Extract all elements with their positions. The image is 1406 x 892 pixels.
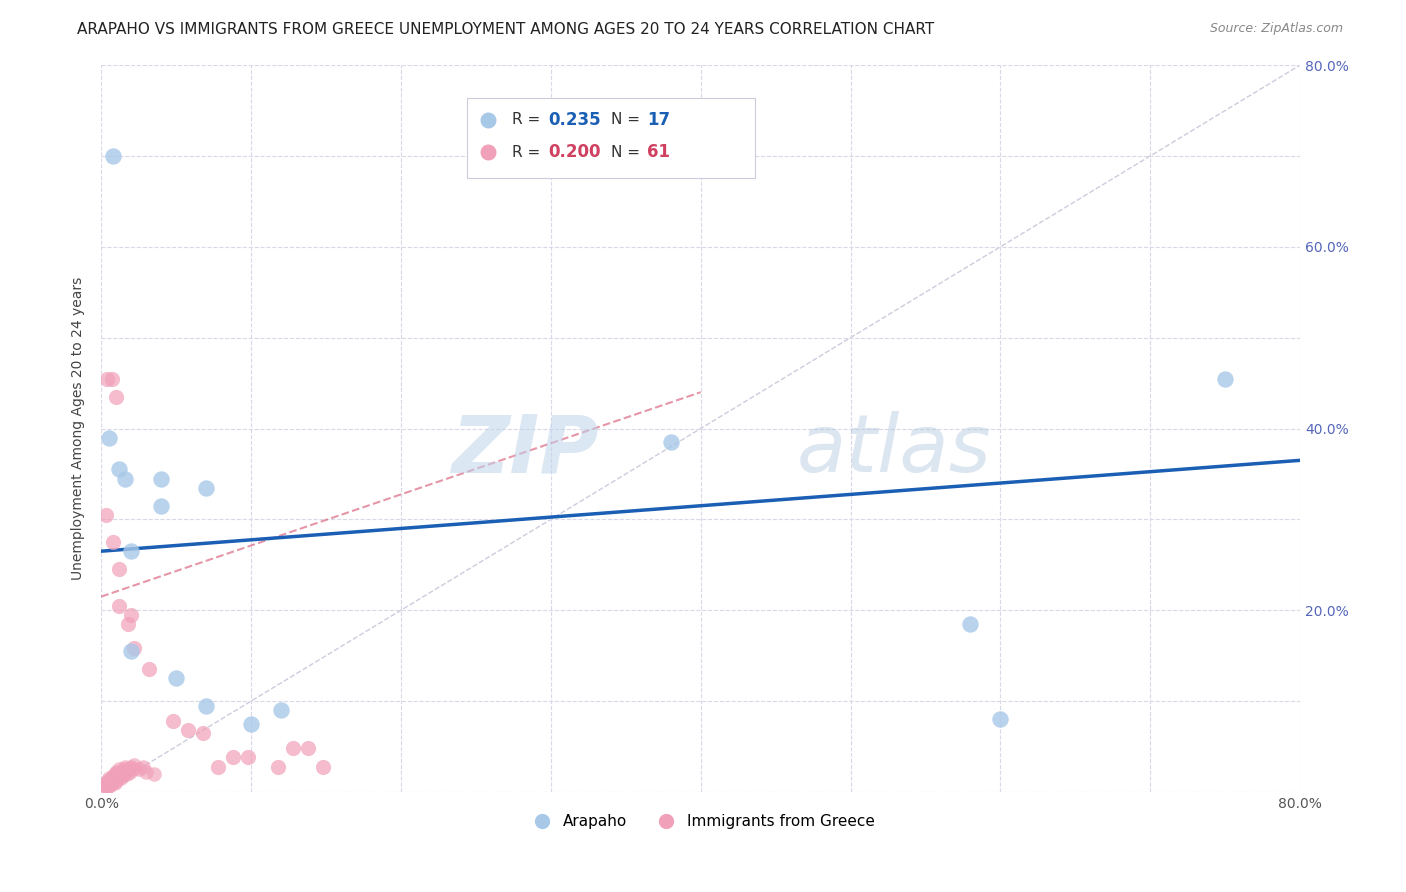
Point xyxy=(108,769,131,783)
Point xyxy=(112,762,135,776)
Point xyxy=(105,774,128,789)
Point xyxy=(1213,371,1236,385)
Text: 61: 61 xyxy=(647,144,669,161)
Text: R =: R = xyxy=(512,145,546,160)
Point xyxy=(222,750,245,764)
Point xyxy=(959,616,981,631)
Point xyxy=(120,544,142,558)
Point xyxy=(103,774,125,789)
Point xyxy=(108,462,131,476)
Point xyxy=(97,776,120,790)
Point xyxy=(162,714,184,728)
Point xyxy=(110,772,132,786)
Point xyxy=(240,716,263,731)
Point xyxy=(122,757,145,772)
Y-axis label: Unemployment Among Ages 20 to 24 years: Unemployment Among Ages 20 to 24 years xyxy=(72,277,86,580)
Point xyxy=(94,778,117,792)
Point xyxy=(98,778,121,792)
Point xyxy=(195,481,218,495)
FancyBboxPatch shape xyxy=(467,98,755,178)
Point xyxy=(107,766,129,780)
Point xyxy=(115,766,138,780)
Point xyxy=(108,599,131,613)
Text: 0.200: 0.200 xyxy=(548,144,600,161)
Point xyxy=(98,774,121,789)
Point xyxy=(105,764,128,779)
Point xyxy=(117,616,139,631)
Point xyxy=(120,644,142,658)
Point xyxy=(122,641,145,656)
Point xyxy=(104,776,127,790)
Point xyxy=(659,435,682,450)
Legend: Arapaho, Immigrants from Greece: Arapaho, Immigrants from Greece xyxy=(520,808,882,835)
Point xyxy=(142,766,165,780)
Point xyxy=(988,712,1011,726)
Point xyxy=(281,741,304,756)
Point xyxy=(297,741,319,756)
Point xyxy=(108,762,131,776)
Point xyxy=(120,759,142,773)
Point xyxy=(96,780,118,794)
Point xyxy=(100,371,122,385)
Point xyxy=(177,723,200,738)
Point xyxy=(110,764,132,779)
Point xyxy=(103,535,125,549)
Text: R =: R = xyxy=(512,112,546,128)
Point xyxy=(236,750,259,764)
Point xyxy=(103,769,125,783)
Point xyxy=(135,764,157,779)
Text: 0.235: 0.235 xyxy=(548,111,600,128)
Point xyxy=(107,772,129,786)
Point xyxy=(104,766,127,780)
Point xyxy=(195,698,218,713)
Text: atlas: atlas xyxy=(797,411,991,490)
Text: Source: ZipAtlas.com: Source: ZipAtlas.com xyxy=(1209,22,1343,36)
Point xyxy=(150,471,173,485)
Point xyxy=(120,607,142,622)
Point xyxy=(96,371,118,385)
Text: N =: N = xyxy=(610,145,644,160)
Text: ARAPAHO VS IMMIGRANTS FROM GREECE UNEMPLOYMENT AMONG AGES 20 TO 24 YEARS CORRELA: ARAPAHO VS IMMIGRANTS FROM GREECE UNEMPL… xyxy=(77,22,935,37)
Point xyxy=(97,779,120,793)
Point xyxy=(132,759,155,773)
Point xyxy=(312,759,335,773)
Point xyxy=(93,780,115,795)
Point xyxy=(100,776,122,790)
Point xyxy=(114,471,136,485)
Point xyxy=(191,726,214,740)
Point xyxy=(108,562,131,576)
Point xyxy=(97,772,120,786)
Point xyxy=(207,759,229,773)
Point xyxy=(114,759,136,773)
Point xyxy=(118,764,141,779)
Point xyxy=(121,762,143,776)
Point xyxy=(117,762,139,776)
Point xyxy=(112,766,135,780)
Point xyxy=(105,390,128,404)
Point xyxy=(94,776,117,790)
Point xyxy=(128,762,150,776)
Point xyxy=(114,764,136,779)
Text: N =: N = xyxy=(610,112,644,128)
Text: 17: 17 xyxy=(647,111,669,128)
Point xyxy=(103,149,125,163)
Point xyxy=(100,772,122,786)
Text: ZIP: ZIP xyxy=(451,411,599,490)
Point xyxy=(150,499,173,513)
Point xyxy=(138,662,160,676)
Point xyxy=(97,431,120,445)
Point xyxy=(267,759,290,773)
Point xyxy=(105,769,128,783)
Point xyxy=(96,774,118,789)
Point xyxy=(94,508,117,522)
Point xyxy=(111,769,134,783)
Point xyxy=(165,672,187,686)
Point xyxy=(270,703,292,717)
